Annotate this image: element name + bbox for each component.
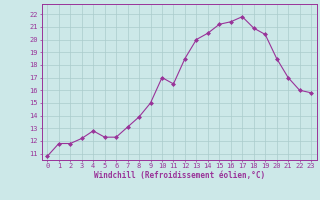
X-axis label: Windchill (Refroidissement éolien,°C): Windchill (Refroidissement éolien,°C) (94, 171, 265, 180)
